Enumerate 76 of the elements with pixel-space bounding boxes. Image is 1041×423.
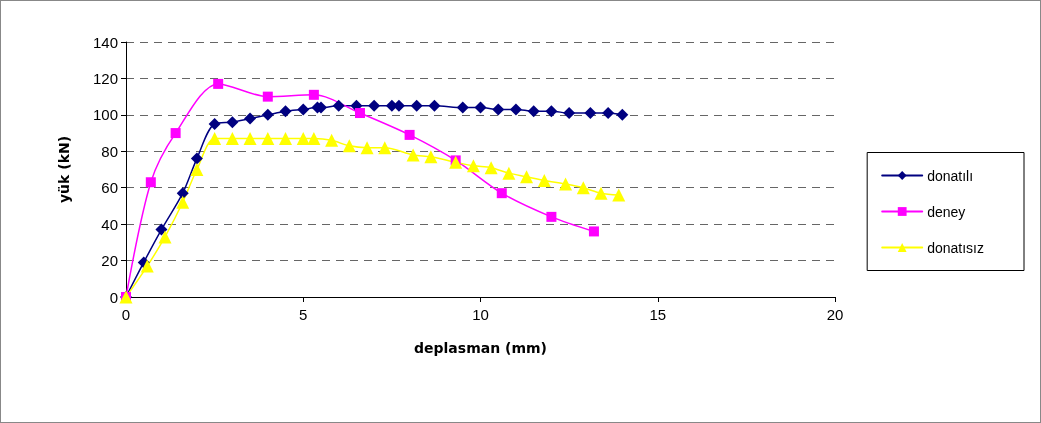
point <box>244 112 257 125</box>
point <box>261 132 275 146</box>
point <box>576 181 590 195</box>
point <box>474 101 487 114</box>
legend-label: deney <box>927 203 966 220</box>
x-tick-label: 5 <box>299 306 308 323</box>
point <box>602 107 615 120</box>
y-tick-label: 60 <box>101 179 118 197</box>
point <box>424 150 438 164</box>
legend-label: donatısız <box>927 239 985 256</box>
point <box>145 177 156 188</box>
x-tick-label: 20 <box>826 306 844 323</box>
x-axis-title: deplasman (mm) <box>414 340 547 356</box>
legend-label: donatılı <box>927 167 974 184</box>
y-tick-label: 80 <box>101 142 118 160</box>
x-tick-label: 15 <box>649 306 667 323</box>
point <box>208 117 221 130</box>
point <box>509 103 522 116</box>
y-tick-label: 120 <box>92 69 118 87</box>
point <box>307 132 321 146</box>
point <box>225 132 239 146</box>
point <box>208 132 222 146</box>
point <box>279 132 293 146</box>
point <box>612 188 626 202</box>
y-tick-label: 140 <box>92 33 118 51</box>
point <box>588 226 599 237</box>
point <box>496 188 507 199</box>
point <box>378 141 392 155</box>
point <box>406 148 420 162</box>
point <box>213 78 224 89</box>
point <box>456 101 469 114</box>
point <box>262 91 273 102</box>
point <box>190 152 203 165</box>
point <box>594 186 608 200</box>
x-tick-label: 10 <box>472 306 489 323</box>
point <box>368 99 381 112</box>
point <box>616 108 629 121</box>
point <box>502 166 516 180</box>
point <box>584 107 597 120</box>
point <box>563 107 576 120</box>
point <box>140 259 154 273</box>
point <box>332 99 345 112</box>
point <box>170 128 181 139</box>
point <box>325 133 339 147</box>
point <box>546 211 557 222</box>
y-tick-label: 100 <box>92 106 118 124</box>
x-tick-label: 0 <box>121 306 131 323</box>
y-tick-label: 20 <box>101 252 118 270</box>
y-axis-title: yük (kN) <box>56 135 72 204</box>
point <box>404 129 415 140</box>
point <box>308 89 319 100</box>
point <box>243 132 257 146</box>
point <box>354 108 365 119</box>
point <box>155 223 168 236</box>
point <box>428 99 441 112</box>
point <box>492 103 505 116</box>
point <box>484 161 498 175</box>
point <box>176 195 190 209</box>
point <box>360 141 374 155</box>
point <box>520 170 534 184</box>
point <box>545 105 558 118</box>
point <box>537 173 551 187</box>
y-tick-label: 0 <box>109 288 118 306</box>
point <box>527 105 540 118</box>
point <box>190 163 204 176</box>
point <box>466 159 480 173</box>
point <box>410 99 423 112</box>
point <box>297 103 310 116</box>
point <box>559 177 573 191</box>
point <box>342 139 356 153</box>
point <box>279 105 292 118</box>
point <box>261 108 274 121</box>
point <box>158 230 172 244</box>
point <box>176 187 189 200</box>
y-tick-label: 40 <box>101 215 118 233</box>
point <box>226 116 239 129</box>
